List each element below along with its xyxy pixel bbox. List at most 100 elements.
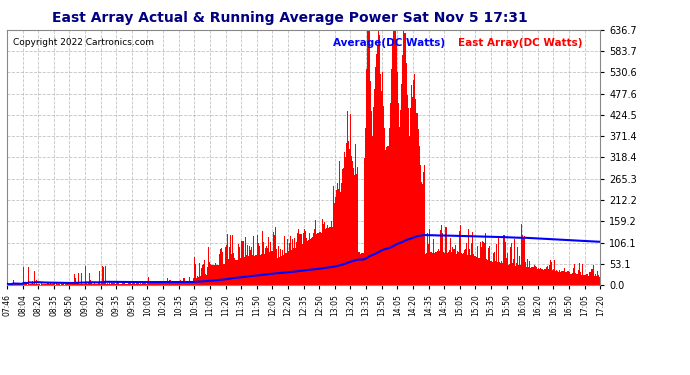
Bar (390, 103, 391, 285)
Bar (579, 263, 580, 285)
Bar (312, 237, 313, 285)
Bar (311, 238, 312, 285)
Bar (551, 261, 552, 285)
Bar (254, 255, 255, 285)
Text: East Array Actual & Running Average Power Sat Nov 5 17:31: East Array Actual & Running Average Powe… (52, 11, 528, 25)
Bar (224, 264, 225, 285)
Bar (14, 284, 16, 285)
Bar (593, 276, 595, 285)
Bar (533, 265, 535, 285)
Bar (77, 283, 78, 285)
Bar (345, 157, 346, 285)
Bar (139, 284, 140, 285)
Bar (305, 231, 306, 285)
Bar (291, 250, 292, 285)
Bar (199, 263, 200, 285)
Bar (506, 253, 508, 285)
Bar (432, 252, 433, 285)
Bar (569, 272, 570, 285)
Bar (175, 283, 176, 285)
Bar (119, 284, 120, 285)
Bar (547, 266, 548, 285)
Bar (213, 265, 215, 285)
Bar (16, 284, 17, 285)
Bar (201, 268, 202, 285)
Bar (83, 284, 84, 285)
Bar (32, 281, 33, 285)
Bar (75, 278, 76, 285)
Bar (362, 253, 363, 285)
Bar (170, 280, 171, 285)
Bar (516, 263, 517, 285)
Bar (239, 247, 240, 285)
Bar (76, 283, 77, 285)
Bar (391, 69, 392, 285)
Bar (53, 284, 54, 285)
Bar (461, 253, 462, 285)
Bar (206, 274, 207, 285)
Bar (322, 219, 324, 285)
Bar (236, 260, 237, 285)
Bar (372, 136, 373, 285)
Bar (161, 283, 163, 285)
Bar (61, 282, 62, 285)
Bar (407, 95, 408, 285)
Bar (482, 241, 483, 285)
Bar (317, 233, 318, 285)
Bar (172, 282, 173, 285)
Bar (112, 282, 113, 285)
Bar (462, 254, 463, 285)
Bar (122, 284, 124, 285)
Bar (493, 253, 494, 285)
Bar (419, 146, 420, 285)
Bar (152, 282, 153, 285)
Bar (99, 284, 101, 285)
Bar (319, 232, 320, 285)
Bar (348, 141, 349, 285)
Bar (424, 165, 425, 285)
Bar (25, 284, 26, 285)
Bar (173, 282, 174, 285)
Bar (473, 254, 475, 285)
Bar (378, 30, 380, 285)
Bar (446, 253, 448, 285)
Bar (366, 69, 367, 285)
Bar (431, 252, 432, 285)
Bar (382, 72, 384, 285)
Bar (234, 258, 235, 285)
Bar (149, 282, 150, 285)
Bar (147, 282, 148, 285)
Bar (566, 272, 568, 285)
Bar (487, 260, 488, 285)
Bar (273, 235, 275, 285)
Bar (370, 81, 371, 285)
Bar (349, 149, 351, 285)
Bar (148, 277, 149, 285)
Bar (285, 253, 286, 285)
Bar (582, 264, 583, 285)
Bar (538, 268, 539, 285)
Bar (586, 274, 587, 285)
Bar (575, 273, 576, 285)
Bar (181, 283, 182, 285)
Bar (146, 284, 147, 285)
Bar (307, 241, 308, 285)
Bar (46, 284, 47, 285)
Bar (308, 240, 309, 285)
Bar (93, 284, 95, 285)
Bar (209, 262, 210, 285)
Bar (250, 247, 252, 285)
Bar (343, 168, 344, 285)
Bar (331, 221, 332, 285)
Bar (511, 243, 512, 285)
Bar (24, 283, 25, 285)
Bar (262, 231, 263, 285)
Bar (411, 84, 413, 285)
Bar (82, 284, 83, 285)
Bar (518, 265, 519, 285)
Bar (587, 274, 589, 285)
Bar (524, 236, 525, 285)
Bar (326, 228, 328, 285)
Bar (467, 255, 469, 285)
Bar (169, 280, 170, 285)
